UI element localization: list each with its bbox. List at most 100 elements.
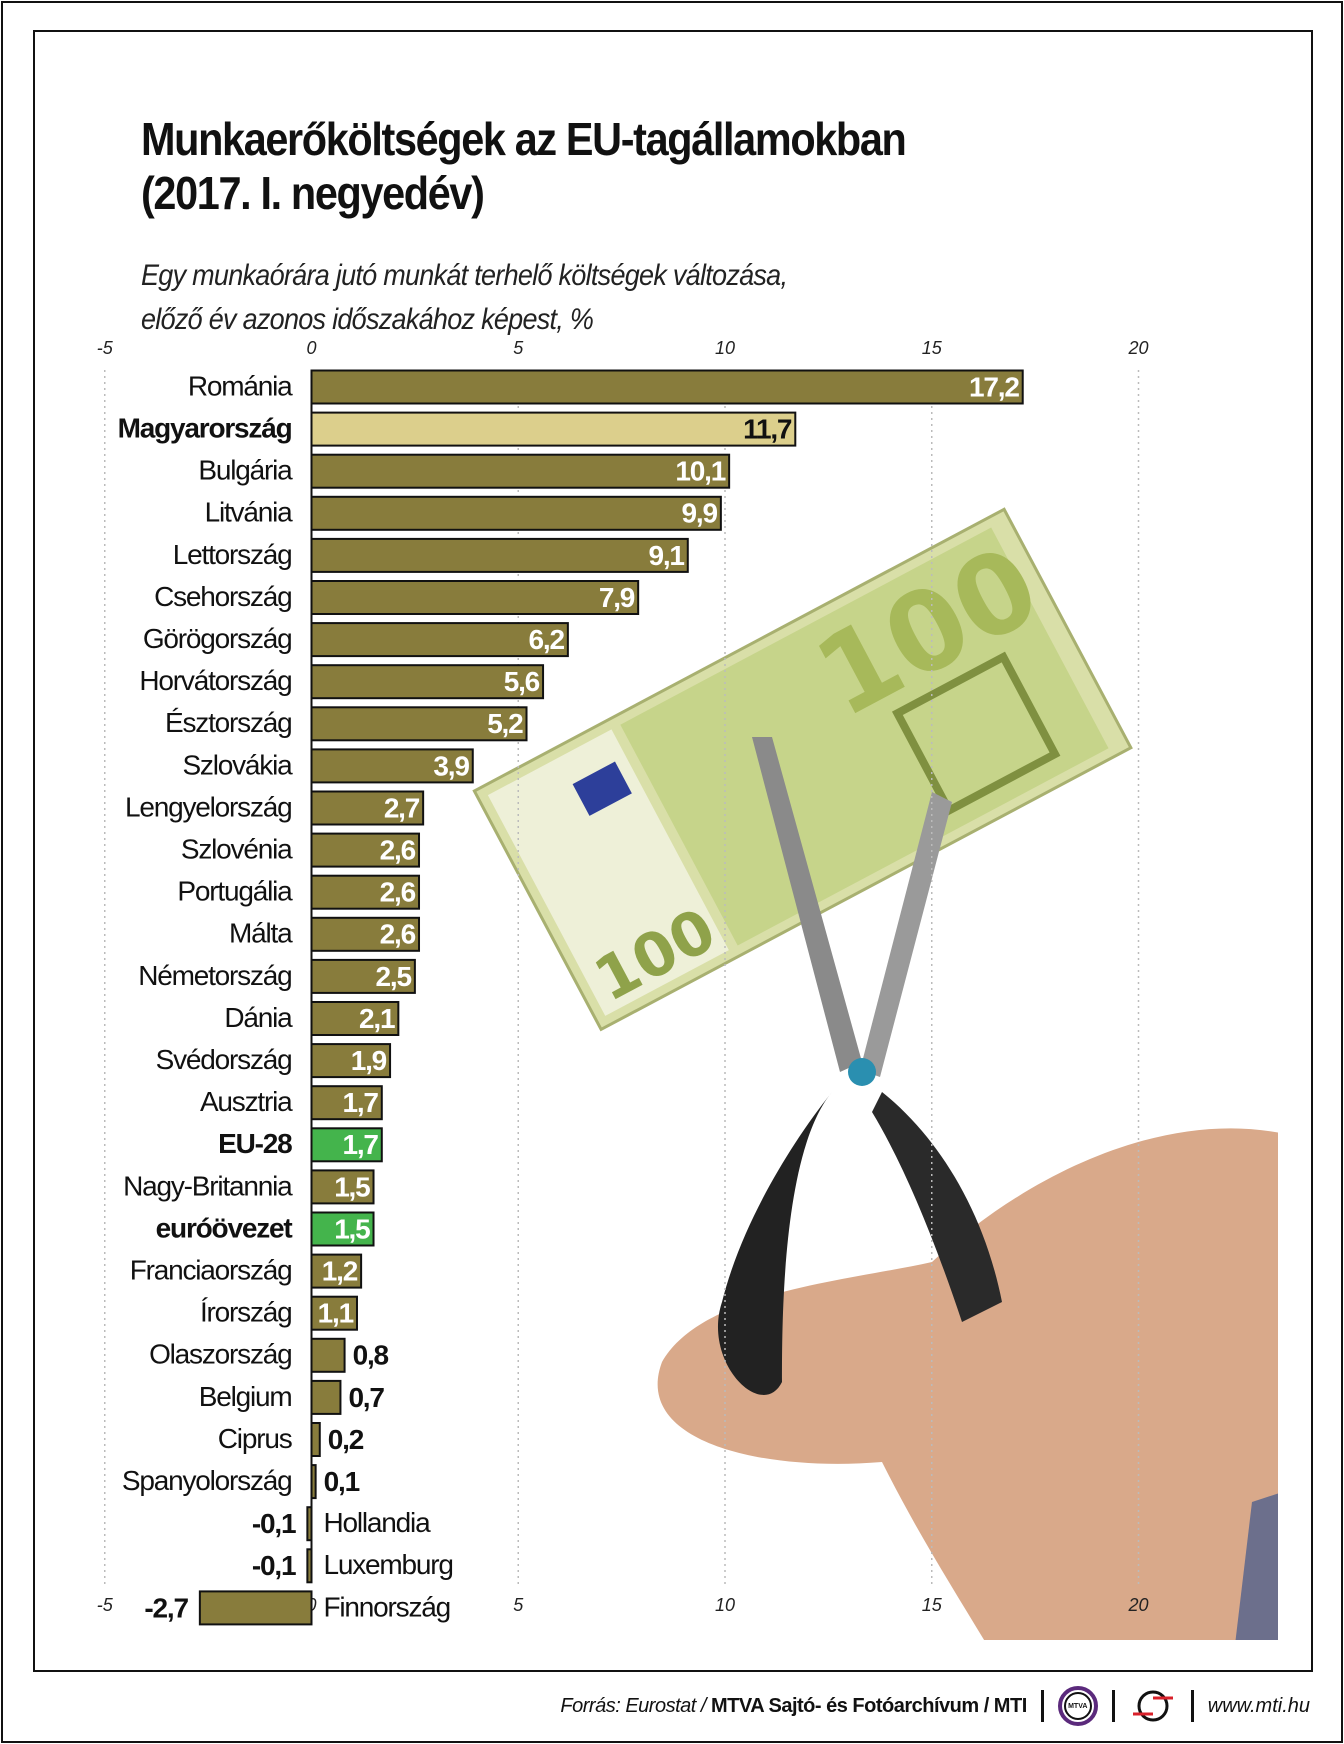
value-label: 5,2 xyxy=(487,708,523,739)
infographic-frame: 100 100 Munkaerőköltségek az EU-tagállam… xyxy=(33,30,1313,1672)
tick-label-top: 10 xyxy=(715,338,735,358)
category-label: Bulgária xyxy=(198,455,293,486)
bar xyxy=(310,453,731,489)
website-url: www.mti.hu xyxy=(1207,1694,1310,1717)
value-label: 9,9 xyxy=(682,498,718,529)
title-line-2: (2017. I. negyedév) xyxy=(141,167,485,219)
category-label: Csehország xyxy=(154,581,291,612)
bar xyxy=(310,916,421,952)
mtva-logo: MTVA xyxy=(1057,1686,1098,1726)
category-label: Lettország xyxy=(173,539,292,570)
category-label: Spanyolország xyxy=(122,1465,292,1496)
value-label: 7,9 xyxy=(599,582,635,613)
source-prefix: Forrás: Eurostat / xyxy=(560,1694,711,1717)
category-label: Belgium xyxy=(199,1381,292,1412)
value-label: 1,2 xyxy=(322,1255,358,1286)
category-label: Ausztria xyxy=(200,1086,293,1117)
tick-label-top: 20 xyxy=(1127,338,1148,358)
value-label: 0,1 xyxy=(324,1466,360,1497)
value-label: -2,7 xyxy=(144,1592,188,1623)
value-label: 0,2 xyxy=(328,1424,364,1455)
bar xyxy=(310,1337,346,1373)
tick-label-bottom: 15 xyxy=(922,1595,943,1615)
value-label: 2,6 xyxy=(380,834,416,865)
category-label: EU-28 xyxy=(218,1128,292,1159)
value-label: 2,6 xyxy=(380,877,416,908)
value-label: 2,5 xyxy=(376,961,412,992)
source-text: Forrás: Eurostat / MTVA Sajtó- és Fotóar… xyxy=(560,1694,1028,1718)
category-label: Románia xyxy=(188,370,293,401)
category-label: euróövezet xyxy=(156,1212,293,1243)
category-label: Szlovákia xyxy=(182,749,293,780)
bar xyxy=(310,411,797,447)
title-line-1: Munkaerőköltségek az EU-tagállamokban xyxy=(141,113,907,165)
chart-subtitle: Egy munkaórára jutó munkát terhelő költs… xyxy=(141,254,788,342)
category-label: Nagy-Britannia xyxy=(123,1170,293,1201)
value-label: 0,8 xyxy=(353,1340,389,1371)
bar xyxy=(310,1379,342,1415)
photo-euro-scissors: 100 100 xyxy=(472,507,1278,1640)
bar xyxy=(310,1253,363,1289)
value-label: 1,1 xyxy=(318,1298,354,1329)
category-label: Litvánia xyxy=(205,497,294,528)
bar xyxy=(198,1590,313,1626)
mtva-logo-text: MTVA xyxy=(1063,1692,1092,1720)
tick-label-top: 5 xyxy=(513,338,524,358)
value-label: -0,1 xyxy=(252,1508,296,1539)
category-label: Olaszország xyxy=(149,1339,291,1370)
bar xyxy=(310,622,569,658)
bar xyxy=(310,748,474,784)
value-label: 1,9 xyxy=(351,1045,387,1076)
value-label: 3,9 xyxy=(433,750,469,781)
footer: Forrás: Eurostat / MTVA Sajtó- és Fotóar… xyxy=(560,1686,1310,1726)
value-label: 2,1 xyxy=(359,1003,395,1034)
tick-label-top: 0 xyxy=(306,338,316,358)
value-label: 17,2 xyxy=(969,371,1019,402)
category-label: Hollandia xyxy=(324,1507,432,1538)
tick-label-top: 15 xyxy=(922,338,943,358)
bar xyxy=(310,874,421,910)
source-mti: / MTI xyxy=(978,1694,1028,1717)
tick-label-bottom: 10 xyxy=(715,1595,735,1615)
bar xyxy=(310,1211,375,1247)
value-label: 1,5 xyxy=(334,1213,370,1244)
category-label: Németország xyxy=(138,960,291,991)
bar xyxy=(310,1422,321,1457)
category-label: Dánia xyxy=(224,1002,293,1033)
value-label: 1,5 xyxy=(334,1171,370,1202)
category-label: Luxemburg xyxy=(324,1549,453,1580)
category-label: Finnország xyxy=(324,1591,451,1622)
chart-title: Munkaerőköltségek az EU-tagállamokban (2… xyxy=(141,112,907,220)
value-label: -0,1 xyxy=(252,1550,296,1581)
value-label: 9,1 xyxy=(648,540,684,571)
bar xyxy=(310,832,421,868)
category-label: Írország xyxy=(200,1297,292,1328)
value-label: 10,1 xyxy=(675,456,725,487)
divider xyxy=(1040,1690,1044,1722)
mti-logo-icon xyxy=(1132,1690,1173,1722)
bar xyxy=(310,580,640,615)
bar xyxy=(310,537,689,573)
source-archive: MTVA Sajtó- és Fotóarchívum xyxy=(710,1694,979,1717)
divider xyxy=(1111,1690,1115,1722)
value-label: 2,6 xyxy=(380,919,416,950)
value-label: 6,2 xyxy=(529,624,565,655)
category-label: Horvátország xyxy=(139,665,291,696)
bar xyxy=(310,958,416,994)
category-label: Ciprus xyxy=(218,1423,292,1454)
category-label: Magyarország xyxy=(118,412,292,443)
category-label: Görögország xyxy=(143,623,292,654)
tick-label-top: -5 xyxy=(97,338,114,358)
category-label: Svédország xyxy=(156,1044,292,1075)
category-label: Portugália xyxy=(177,876,293,907)
bar xyxy=(310,706,528,742)
value-label: 1,7 xyxy=(342,1129,378,1160)
value-label: 2,7 xyxy=(384,792,420,823)
bar xyxy=(310,1085,383,1121)
category-label: Málta xyxy=(229,918,293,949)
value-label: 0,7 xyxy=(348,1382,384,1413)
value-label: 11,7 xyxy=(743,413,792,444)
bar xyxy=(310,369,1024,405)
